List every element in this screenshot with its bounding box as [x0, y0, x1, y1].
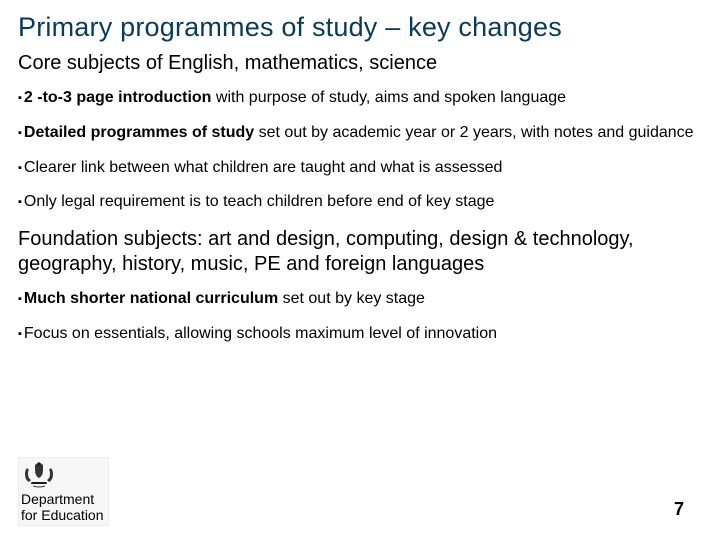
- bullet-rest: set out by academic year or 2 years, wit…: [254, 124, 693, 141]
- bullet-bold: Detailed programmes of study: [24, 124, 254, 141]
- bullet-rest: set out by key stage: [278, 290, 425, 307]
- section2-bullets: Much shorter national curriculum set out…: [18, 289, 702, 345]
- bullet-item: Detailed programmes of study set out by …: [18, 123, 702, 144]
- slide: Primary programmes of study – key change…: [0, 0, 720, 345]
- bullet-bold: Much shorter national curriculum: [24, 290, 278, 307]
- bullet-item: Clearer link between what children are t…: [18, 158, 702, 179]
- bullet-item: Focus on essentials, allowing schools ma…: [18, 324, 702, 345]
- page-number: 7: [674, 499, 684, 520]
- logo-line1: Department: [21, 492, 94, 507]
- logo-line2: for Education: [21, 508, 104, 523]
- department-logo: Department for Education: [18, 457, 109, 526]
- crest-icon: [21, 460, 57, 490]
- bullet-item: Only legal requirement is to teach child…: [18, 192, 702, 213]
- bullet-rest: Focus on essentials, allowing schools ma…: [24, 325, 497, 342]
- bullet-rest: with purpose of study, aims and spoken l…: [211, 89, 566, 106]
- bullet-item: 2 -to-3 page introduction with purpose o…: [18, 88, 702, 109]
- bullet-rest: Only legal requirement is to teach child…: [24, 193, 495, 210]
- section1-heading: Core subjects of English, mathematics, s…: [18, 51, 702, 76]
- section2-heading: Foundation subjects: art and design, com…: [18, 227, 702, 277]
- slide-title: Primary programmes of study – key change…: [18, 12, 702, 43]
- bullet-rest: Clearer link between what children are t…: [24, 159, 503, 176]
- section1-bullets: 2 -to-3 page introduction with purpose o…: [18, 88, 702, 213]
- bullet-item: Much shorter national curriculum set out…: [18, 289, 702, 310]
- bullet-bold: 2 -to-3 page introduction: [24, 89, 212, 106]
